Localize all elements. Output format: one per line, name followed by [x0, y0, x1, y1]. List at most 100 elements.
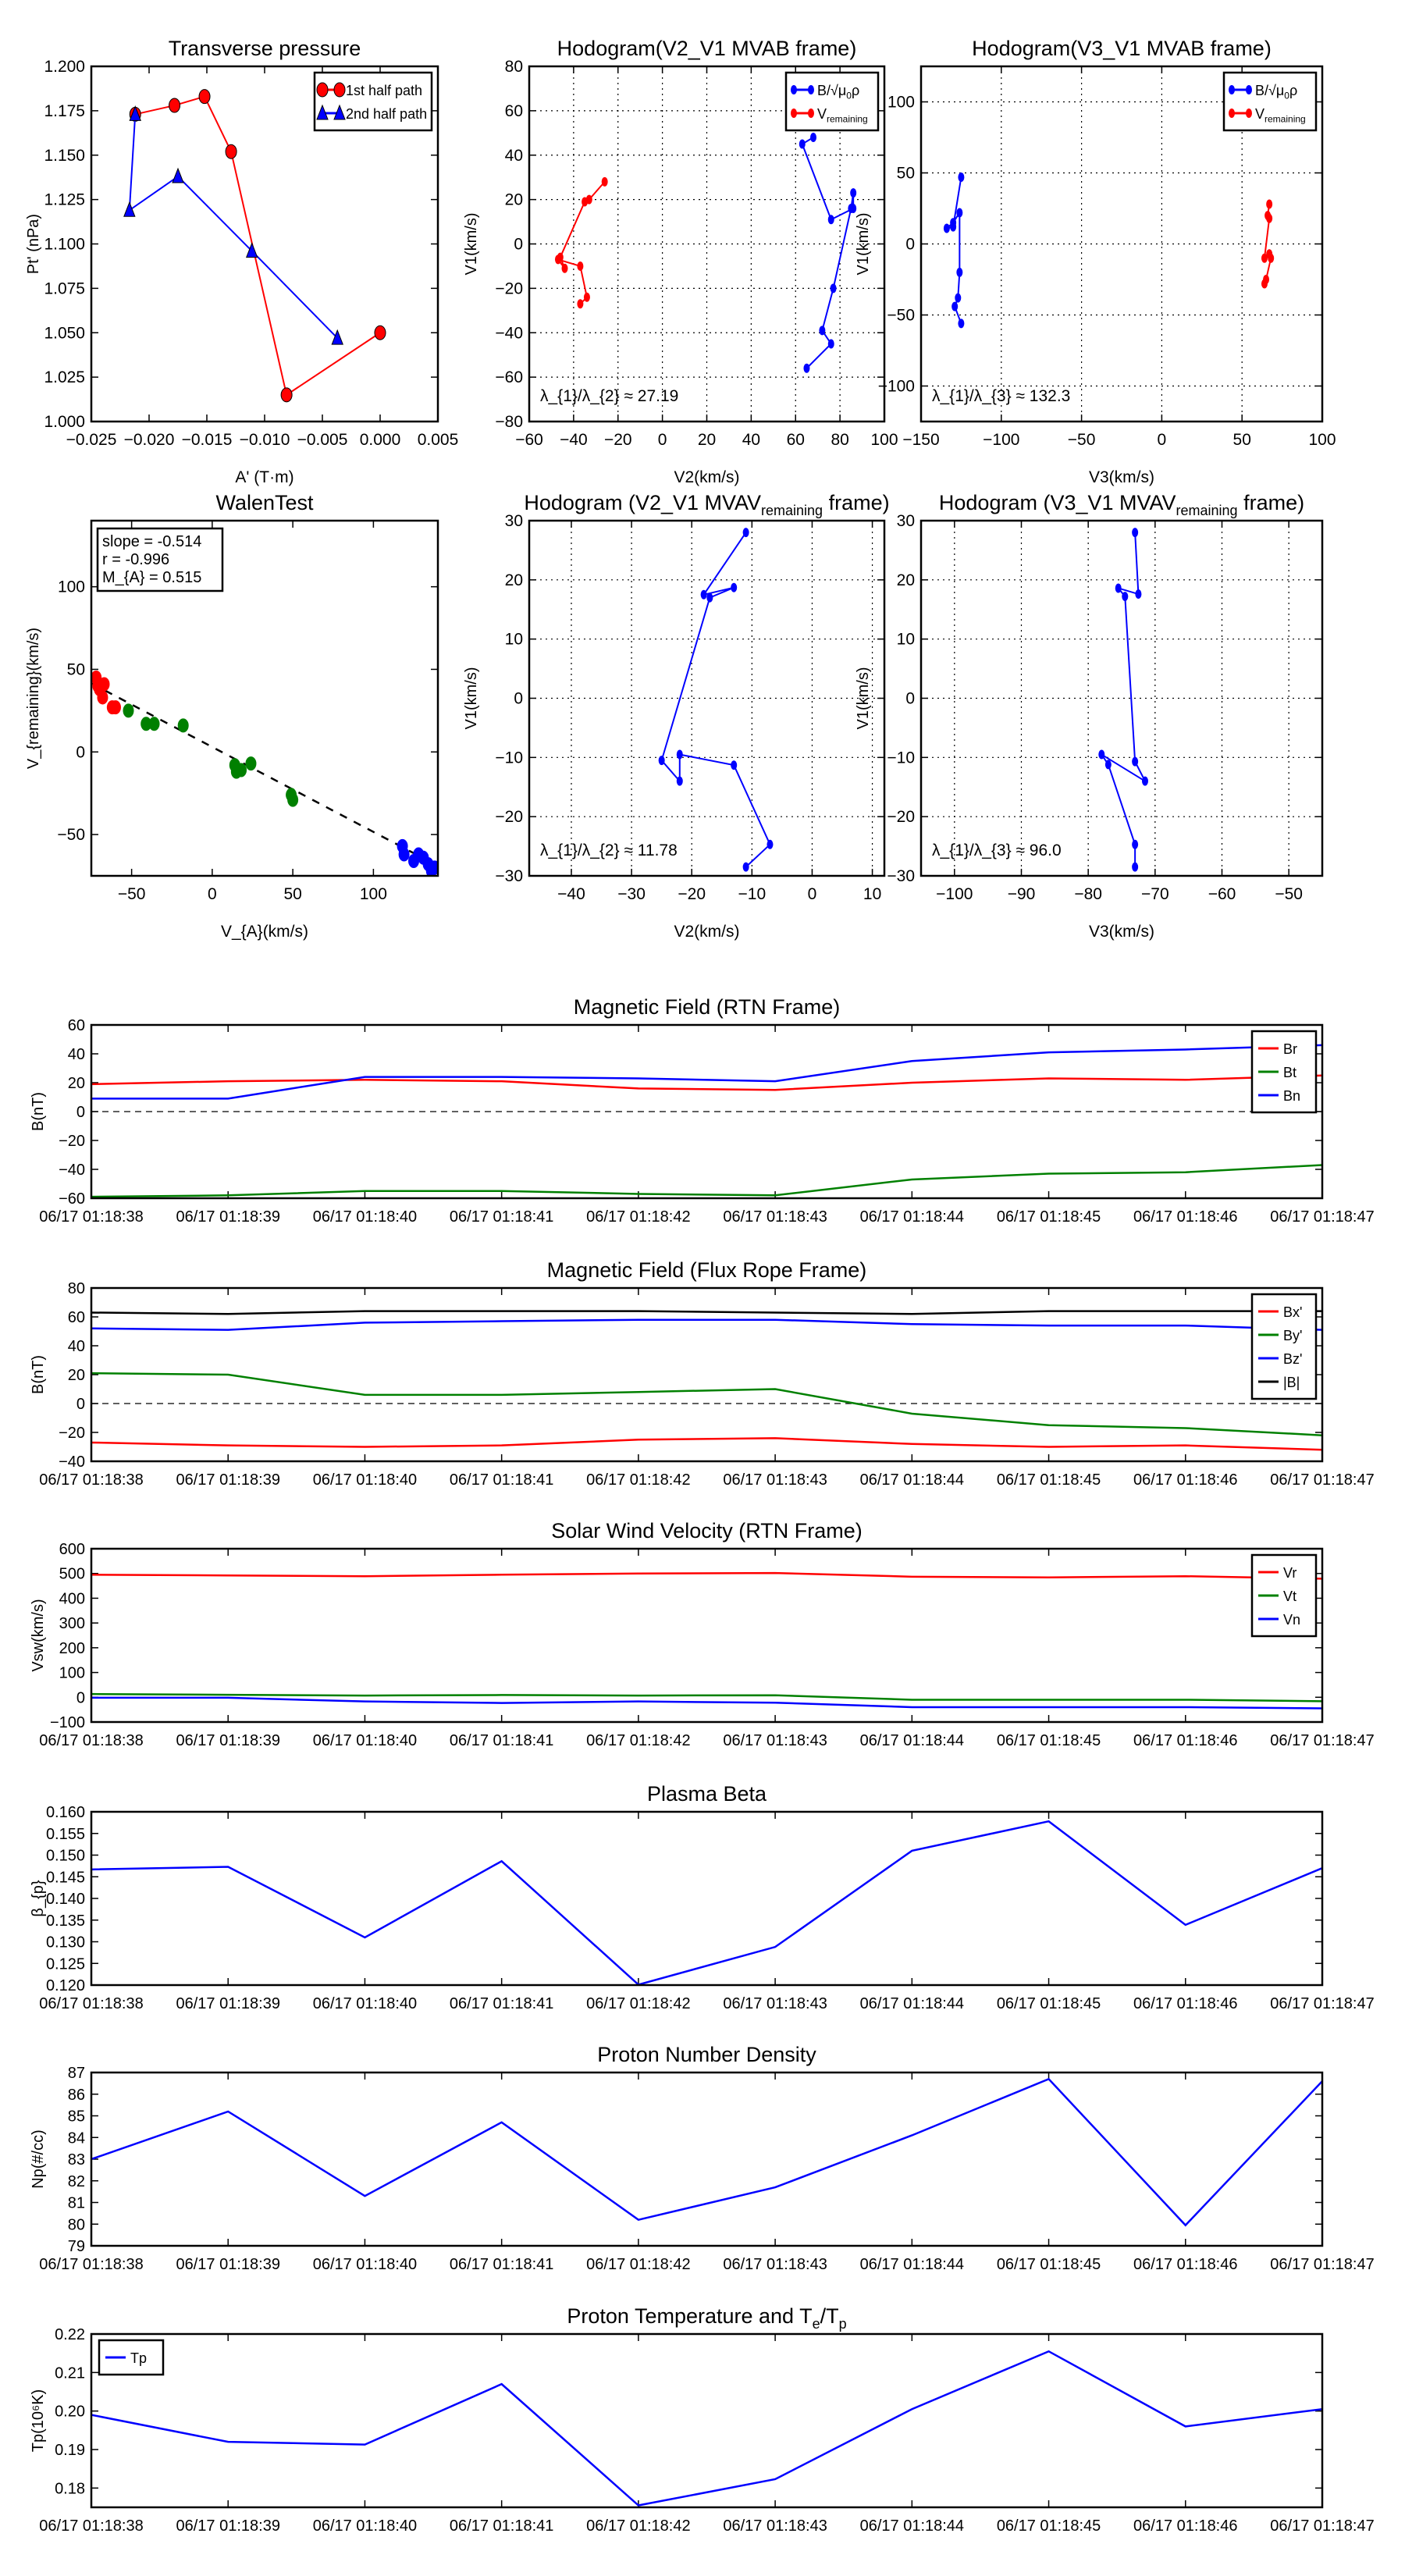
y-tick-label: 60 [505, 102, 523, 120]
y-tick-label: 100 [58, 578, 85, 596]
data-point [731, 582, 738, 592]
text-run: −90 [1008, 885, 1036, 903]
legend-marker [1246, 85, 1252, 94]
text-run: 1.100 [44, 236, 85, 254]
legend: B/√μ0ρ Vremaining [1222, 71, 1318, 132]
x-tick-label: 06/17 01:18:39 [176, 1471, 279, 1489]
text-run: −50 [1275, 885, 1303, 903]
x-tick-label: 40 [742, 431, 760, 449]
x-axis-label: V2(km/s) [674, 923, 740, 941]
series-bx- [91, 1437, 1322, 1451]
text-run: 30 [897, 512, 915, 530]
data-point [1141, 776, 1148, 786]
legend-item: B/√μ0ρ [791, 83, 859, 101]
y-axis-label: B(nT) [30, 1092, 47, 1131]
text-run: 0.140 [46, 1891, 85, 1908]
x-tick-label: 06/17 01:18:41 [450, 1208, 553, 1226]
legend-label: Br [1283, 1041, 1297, 1057]
text-run: −20 [604, 431, 632, 449]
x-tick-label: 06/17 01:18:47 [1270, 1732, 1374, 1749]
y-tick-label: 0 [514, 690, 523, 708]
data-point [848, 204, 855, 213]
series-line [91, 2350, 1322, 2507]
legend-item: Vremaining [1229, 106, 1306, 125]
y-tick-label: 80 [505, 58, 523, 76]
y-axis-label: Tp(10⁶K) [30, 2389, 47, 2452]
y-tick-label: 1.150 [44, 147, 85, 165]
x-tick-label: −20 [604, 431, 632, 449]
x-tick-label: −100 [936, 885, 973, 903]
y-tick-label: 1.000 [44, 413, 85, 431]
y-tick-label: 81 [68, 2195, 85, 2212]
subscript: e [813, 2316, 820, 2332]
text-run: 1.200 [44, 58, 85, 76]
plot-area [91, 2073, 1322, 2246]
series-2nd-half-path [123, 105, 343, 345]
series-line [801, 137, 855, 369]
y-tick-label: 50 [67, 660, 85, 678]
text-run: 06/17 01:18:46 [1133, 1995, 1237, 2012]
text-run: 06/17 01:18:45 [997, 1471, 1101, 1489]
x-tick-label: −20 [678, 885, 706, 903]
x-tick-label: 06/17 01:18:45 [997, 1471, 1101, 1489]
text-run: 40 [505, 147, 523, 165]
text-run: 06/17 01:18:46 [1133, 1471, 1237, 1489]
text-run: 1st half path [346, 83, 422, 98]
legend-label: 2nd half path [346, 106, 427, 122]
x-tick-label: 06/17 01:18:45 [997, 1208, 1101, 1226]
text-run: 06/17 01:18:43 [723, 1208, 827, 1226]
y-tick-label: 84 [68, 2129, 85, 2147]
data-point [109, 700, 121, 715]
chart-magnetic-field-flux-rope: 06/17 01:18:38 06/17 01:18:39 06/17 01:18:… [30, 1258, 1375, 1489]
text-run: 06/17 01:18:45 [997, 1732, 1101, 1749]
text-run: 06/17 01:18:39 [176, 2256, 279, 2273]
x-tick-label: 06/17 01:18:41 [450, 2256, 553, 2273]
text-run: −0.010 [240, 431, 290, 449]
legend-label: Vremaining [817, 106, 868, 125]
text-run: 06/17 01:18:43 [723, 2256, 827, 2273]
data-point [172, 167, 184, 183]
x-tick-label: 0.005 [418, 431, 459, 449]
y-tick-label: 0.19 [55, 2442, 85, 2459]
legend-item: Tp [105, 2350, 147, 2366]
data-point [177, 718, 189, 733]
text-run: −20 [495, 279, 523, 297]
y-tick-label: −60 [59, 1190, 85, 1208]
chart-title: Transverse pressure [169, 37, 361, 60]
text-run: −150 [902, 431, 939, 449]
data-point [1132, 756, 1139, 767]
text-run: 86 [68, 2087, 85, 2104]
text-run: 06/17 01:18:38 [39, 2256, 143, 2273]
data-point [1261, 253, 1268, 263]
text-run: Vr [1283, 1565, 1297, 1581]
text-run: 1.050 [44, 324, 85, 342]
chart-hodogram-v3-v1-mvav: −100 −90 −80 −70 −60 −50−30−20−100102030Hodog… [855, 491, 1324, 941]
legend-label: Tp [130, 2350, 147, 2366]
data-point [1266, 213, 1273, 223]
series-line [91, 2077, 1322, 2227]
y-tick-label: −60 [495, 368, 523, 386]
text-run: −50 [1068, 431, 1096, 449]
y-tick-label: 0 [76, 743, 85, 761]
x-tick-label: −100 [983, 431, 1019, 449]
text-run: 06/17 01:18:45 [997, 2517, 1101, 2535]
text-run: frame) [1238, 491, 1305, 514]
text-run: Vn [1283, 1612, 1300, 1628]
x-tick-label: −30 [617, 885, 646, 903]
x-tick-label: −40 [557, 885, 585, 903]
data-point [245, 756, 257, 771]
y-tick-label: 600 [59, 1541, 85, 1558]
axes-frame [90, 1023, 1324, 1200]
chart-hodogram-v2-v1-mvav: −40 −30 −20 −10 0 10 −30 −20 −10 0 10 20 30Hodogram … [463, 491, 890, 941]
x-tick-label: 06/17 01:18:43 [723, 2517, 827, 2535]
text-run: 06/17 01:18:42 [586, 1208, 690, 1226]
y-tick-label: −20 [495, 279, 523, 297]
text-run: 06/17 01:18:39 [176, 2517, 279, 2535]
y-tick-label: 80 [68, 1280, 85, 1297]
y-tick-label: 0 [514, 236, 523, 254]
x-tick-label: 06/17 01:18:44 [860, 2256, 964, 2273]
text-run: 0.130 [46, 1934, 85, 1952]
legend-label: Vr [1283, 1565, 1297, 1581]
x-tick-label: −70 [1141, 885, 1169, 903]
data-point [245, 242, 258, 258]
